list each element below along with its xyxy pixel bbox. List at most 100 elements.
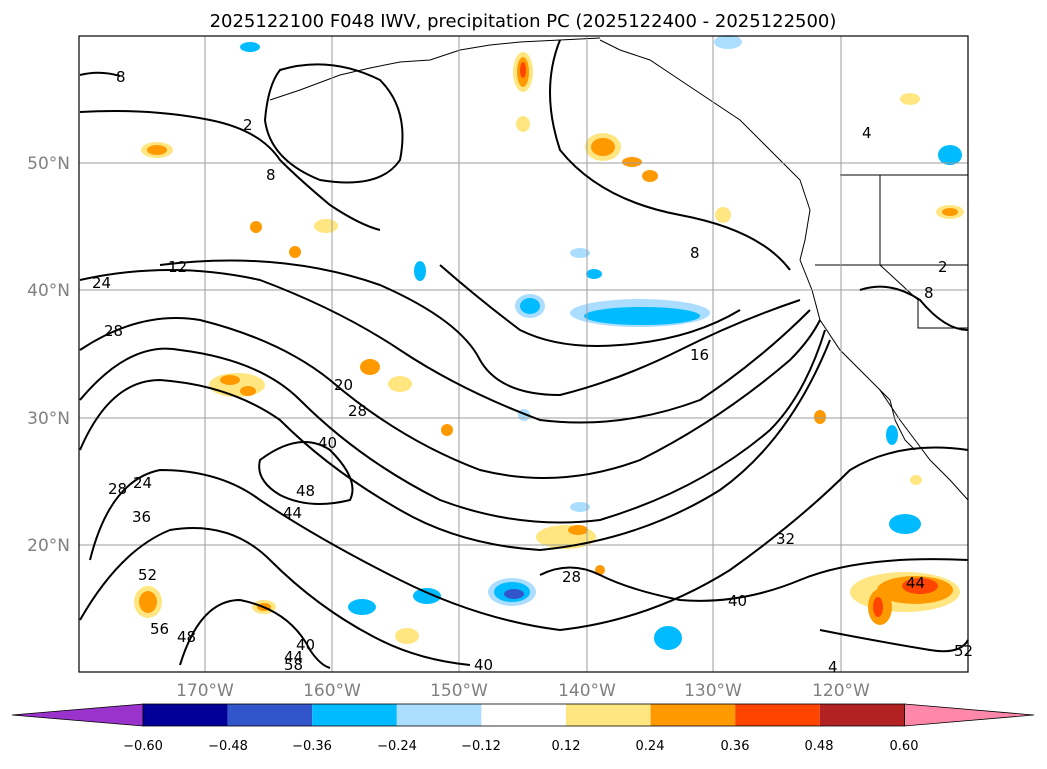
colorbar-segment [650, 704, 736, 726]
contour-line [159, 259, 801, 397]
contour-label: 16 [690, 346, 709, 364]
precip-blob [348, 599, 376, 615]
colorbar-segment [396, 704, 482, 726]
precip-blob [220, 375, 240, 385]
contour-line [79, 71, 121, 77]
precip-shading [134, 35, 964, 650]
colorbar-tick-label: −0.60 [123, 739, 163, 754]
precip-blob [289, 246, 301, 258]
precip-blob [520, 298, 540, 314]
colorbar-tick-label: 0.48 [805, 739, 834, 754]
contour-line [79, 110, 381, 231]
precip-blob [942, 208, 958, 216]
contour-label: 12 [168, 258, 187, 276]
contour-label: 8 [690, 244, 700, 262]
lon-label: 160°W [303, 681, 361, 701]
precip-blob [814, 410, 826, 424]
precip-blob [873, 597, 883, 617]
precip-blob [568, 525, 588, 535]
precip-blob [886, 425, 898, 445]
coastlines [269, 37, 969, 501]
precip-blob [441, 424, 453, 436]
precip-blob [147, 145, 167, 155]
lon-label: 140°W [558, 681, 616, 701]
contour-label: 52 [138, 566, 157, 584]
contour-line [549, 39, 791, 271]
contour-line [258, 441, 354, 505]
map-frame [78, 35, 969, 673]
lat-labels: 50°N 40°N 30°N 20°N [27, 154, 70, 556]
contour-label: 44 [283, 504, 302, 522]
precip-blob [395, 628, 419, 644]
colorbar-segment [566, 704, 651, 726]
contour-label: 28 [104, 322, 123, 340]
colorbar-segment [227, 704, 313, 726]
precip-blob [570, 502, 590, 512]
contour-line [79, 329, 826, 524]
precip-blob [714, 35, 742, 49]
colorbar-extend-low [11, 703, 144, 727]
precip-blob [516, 116, 530, 132]
contour-label: 8 [266, 166, 276, 184]
colorbar-segment [481, 704, 566, 726]
coastline-canada [599, 39, 811, 261]
precip-blob [413, 588, 441, 604]
contour-label: 44 [284, 648, 303, 666]
precip-blob [570, 248, 590, 258]
precip-blob [240, 386, 256, 396]
precip-blob [240, 42, 260, 52]
precip-blob [584, 307, 700, 325]
contour-label: 4 [862, 124, 872, 142]
contour-line [859, 285, 969, 331]
contour-label: 32 [776, 530, 795, 548]
precip-blob [900, 93, 920, 105]
contour-label: 44 [906, 574, 925, 592]
contour-label: 56 [150, 620, 169, 638]
precip-blob [654, 626, 682, 650]
map-background [79, 36, 968, 672]
contour-label: 48 [177, 628, 196, 646]
lat-label: 50°N [27, 154, 70, 174]
colorbar-tick-label: 0.12 [552, 739, 581, 754]
colorbar [11, 703, 1035, 727]
lon-labels: 170°W 160°W 150°W 140°W 130°W 120°W [176, 681, 870, 701]
precip-blob [622, 157, 642, 167]
colorbar-border [142, 703, 905, 727]
lon-label: 120°W [812, 681, 870, 701]
precip-blob [504, 589, 524, 599]
colorbar-extend-high [904, 703, 1035, 727]
contour-line [79, 317, 821, 479]
precip-blob [902, 578, 938, 594]
colorbar-tick-label: 0.24 [636, 739, 665, 754]
colorbar-segment [735, 704, 820, 726]
precip-blob [139, 591, 157, 613]
precip-blob [591, 138, 615, 156]
colorbar-tick-label: −0.12 [461, 739, 501, 754]
colorbar-tick-label: −0.36 [292, 739, 332, 754]
contour-label: 48 [296, 482, 315, 500]
precip-blob [360, 359, 380, 375]
precip-blob [938, 145, 962, 165]
contour-label: 4 [828, 658, 838, 676]
contour-label: 40 [318, 434, 337, 452]
precip-blob [642, 170, 658, 182]
contour-label: 40 [728, 592, 747, 610]
precip-blob [715, 207, 731, 223]
lat-label: 40°N [27, 281, 70, 301]
map-title: 2025122100 F048 IWV, precipitation PC (2… [210, 11, 837, 32]
precip-blob [414, 261, 426, 281]
contour-line [79, 269, 811, 424]
lon-label: 130°W [684, 681, 742, 701]
contour-label: 24 [133, 474, 152, 492]
contour-label: 28 [348, 402, 367, 420]
lon-label: 150°W [430, 681, 488, 701]
lon-label: 170°W [176, 681, 234, 701]
precip-blob [889, 514, 921, 534]
precip-blob [595, 565, 605, 575]
coastline-baja [879, 389, 916, 451]
colorbar-tick-label: 0.36 [721, 739, 750, 754]
colorbar-segment [312, 704, 397, 726]
contour-line [819, 629, 969, 653]
precip-blob [586, 269, 602, 279]
